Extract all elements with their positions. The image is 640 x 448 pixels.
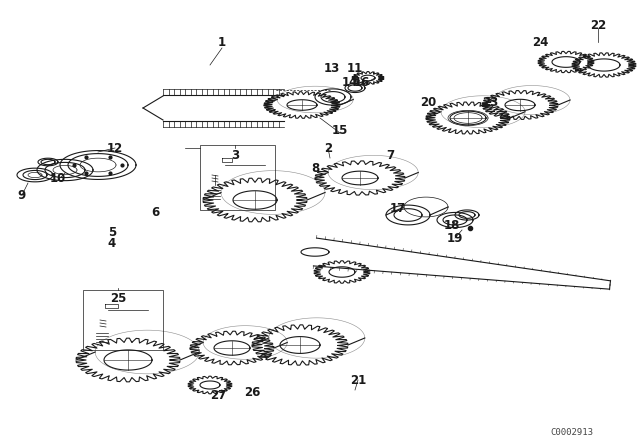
Bar (200, 145, 275, 210)
Text: 9: 9 (18, 189, 26, 202)
Text: 3: 3 (231, 148, 239, 161)
Text: 10: 10 (50, 172, 66, 185)
Text: 8: 8 (311, 161, 319, 175)
Text: 13: 13 (324, 61, 340, 74)
Text: 18: 18 (444, 219, 460, 232)
Text: 24: 24 (532, 35, 548, 48)
Text: 19: 19 (447, 232, 463, 245)
Text: 27: 27 (210, 388, 226, 401)
Text: 15: 15 (332, 124, 348, 137)
Text: 22: 22 (590, 18, 606, 31)
Text: 12: 12 (107, 142, 123, 155)
Text: 4: 4 (108, 237, 116, 250)
Text: 2: 2 (324, 142, 332, 155)
Text: 21: 21 (350, 374, 366, 387)
Text: 23: 23 (482, 95, 498, 108)
Text: 11: 11 (347, 61, 363, 74)
Text: 17: 17 (390, 202, 406, 215)
Text: 20: 20 (420, 95, 436, 108)
Text: 1: 1 (218, 35, 226, 48)
Text: 6: 6 (151, 206, 159, 219)
Text: 7: 7 (386, 148, 394, 161)
Text: 5: 5 (108, 225, 116, 238)
Bar (83, 290, 163, 350)
Text: 25: 25 (110, 292, 126, 305)
Text: C0002913: C0002913 (550, 427, 593, 436)
Text: 16: 16 (354, 76, 370, 89)
Text: 14: 14 (342, 76, 358, 89)
Text: 26: 26 (244, 385, 260, 399)
